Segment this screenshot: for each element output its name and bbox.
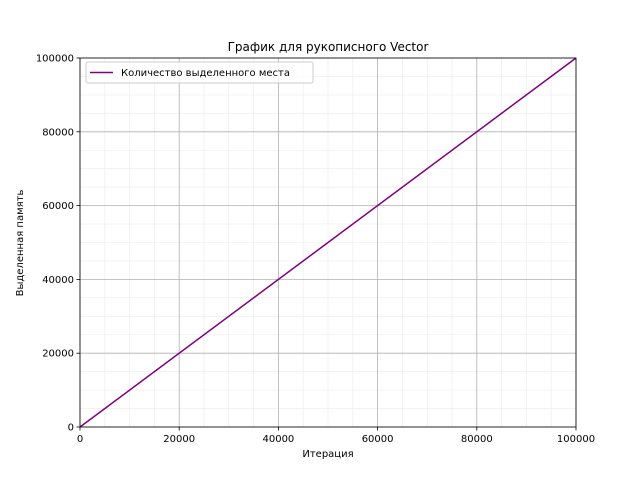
legend: Количество выделенного места xyxy=(85,61,314,84)
x-axis-ticks: 0 20000 40000 60000 80000 100000 xyxy=(77,427,595,445)
y-tick-label: 60000 xyxy=(42,201,74,212)
plot-frame xyxy=(79,57,577,428)
series-layer xyxy=(79,57,577,428)
y-tick-label: 100000 xyxy=(36,54,74,65)
legend-box xyxy=(85,61,314,84)
x-tick-label: 40000 xyxy=(262,434,294,445)
y-tick-label: 20000 xyxy=(42,349,74,360)
y-axis-label: Выделенная память xyxy=(15,190,26,297)
y-tick-label: 40000 xyxy=(42,275,74,286)
x-axis-label: Итерация xyxy=(302,449,353,460)
y-tick-label: 80000 xyxy=(42,127,74,138)
x-tick-label: 80000 xyxy=(461,434,493,445)
x-tick-label: 100000 xyxy=(557,434,595,445)
series-line xyxy=(79,57,577,428)
chart-title: График для рукописного Vector xyxy=(228,40,429,54)
x-tick-label: 0 xyxy=(77,434,83,445)
x-tick-label: 60000 xyxy=(362,434,394,445)
y-axis-ticks: 0 20000 40000 60000 80000 100000 xyxy=(36,54,80,434)
minor-gridlines xyxy=(80,58,576,427)
legend-label: Количество выделенного места xyxy=(121,68,290,79)
y-tick-label: 0 xyxy=(68,423,74,434)
x-tick-label: 20000 xyxy=(163,434,195,445)
